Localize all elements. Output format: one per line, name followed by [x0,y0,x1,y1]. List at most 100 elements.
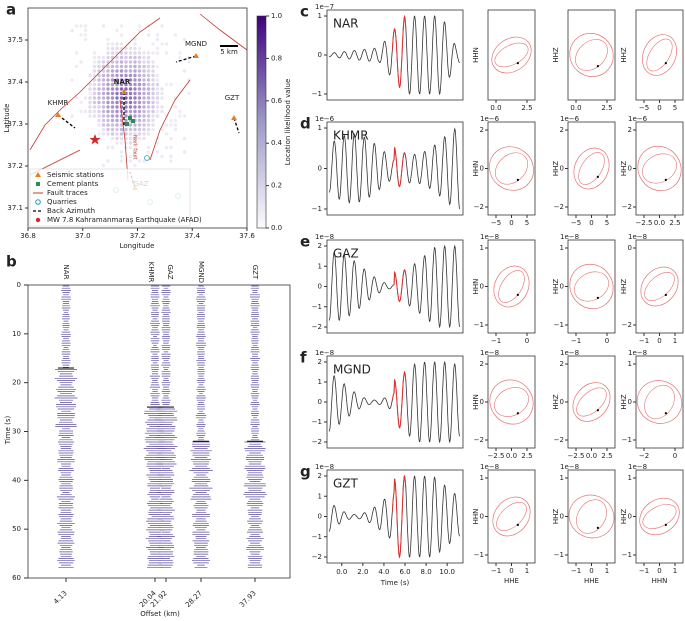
likelihood-cell [151,127,155,132]
likelihood-cell [142,127,146,132]
likelihood-cell [128,136,133,141]
likelihood-cell [178,109,182,114]
y-tick-label: 0 [480,398,484,406]
likelihood-cell [160,42,164,46]
x-tick-label: 0.0 [586,452,597,460]
x-tick-label: 28.27 [184,589,204,609]
colorbar-label: Location likelihood value [284,79,292,166]
y-tick-label: 0 [480,513,484,521]
waveform-highlight [391,14,407,89]
likelihood-cell [142,105,146,109]
likelihood-cell [83,28,88,33]
x-tick-label: 0 [657,104,661,112]
particle-frame [567,355,616,449]
likelihood-cell [133,73,137,78]
likelihood-cell [128,159,133,163]
y-tick-label: −1 [622,436,632,444]
likelihood-cell [160,24,164,28]
y-tick-label: 1 [318,262,322,270]
likelihood-cell [133,42,137,46]
station-label: MGND [197,261,205,283]
likelihood-cell [101,82,106,87]
panel-label: d [300,115,311,133]
scale-label: 1e−6 [560,115,580,123]
x-tick-label: 0 [673,452,677,460]
y-tick-label: 0 [318,283,322,291]
likelihood-cell [155,64,160,69]
likelihood-cell [124,46,128,51]
likelihood-cell [92,69,97,73]
likelihood-cell [124,109,128,114]
likelihood-cell [128,82,133,87]
likelihood-cell [133,141,137,145]
likelihood-cell [101,127,106,132]
likelihood-cell [97,55,101,60]
likelihood-cell [146,87,151,91]
particle-frame [635,239,684,334]
particle-end [516,62,519,65]
particle-frame [635,355,684,449]
x-axis-label: HHE [584,577,599,585]
cement-plant [131,119,135,123]
likelihood-cell [128,154,133,159]
particle-motion [572,382,611,422]
x-tick-label: 37.0 [75,232,91,240]
likelihood-cell [97,64,101,69]
likelihood-cell [137,24,142,28]
likelihood-cell [146,33,151,37]
likelihood-cell [97,114,101,118]
likelihood-cell [128,64,133,69]
x-axis-label: Time (s) [380,579,410,587]
likelihood-cell [137,91,142,96]
particle-motion [644,384,675,420]
likelihood-cell [110,109,115,114]
likelihood-cell [128,141,133,145]
particle-motion [640,266,679,307]
scale-label: 1e−8 [315,233,334,241]
likelihood-cell [142,69,146,73]
likelihood-cell [119,123,124,127]
station-name: GAZ [333,247,359,261]
likelihood-cell [83,33,88,37]
particle-motion [573,147,610,190]
likelihood-cell [106,132,110,136]
likelihood-cell [160,96,164,100]
x-tick-label: 0.0 [490,104,501,112]
likelihood-cell [137,87,142,91]
likelihood-cell [101,60,106,64]
x-tick-label: 37.6 [239,232,255,240]
y-tick-label: 0 [480,165,484,173]
likelihood-cell [137,114,142,118]
particle-motion [576,499,607,534]
likelihood-cell [124,64,128,69]
colorbar-tick-label: 0.6 [271,97,283,105]
station [193,53,199,58]
likelihood-cell [155,33,160,37]
likelihood-cell [101,109,106,114]
likelihood-cell [128,55,133,60]
likelihood-cell [178,55,182,60]
likelihood-cell [128,123,133,127]
likelihood-cell [142,87,146,91]
likelihood-cell [146,91,151,96]
likelihood-cell [151,96,155,100]
particle-motion [575,39,608,71]
likelihood-cell [92,51,97,55]
likelihood-cell [110,114,115,118]
particle-frame [635,9,684,101]
likelihood-cell [137,60,142,64]
likelihood-cell [137,69,142,73]
likelihood-cell [146,60,151,64]
y-tick-label: 0 [318,398,322,406]
likelihood-cell [133,136,137,141]
likelihood-cell [110,105,115,109]
likelihood-cell [137,105,142,109]
epicenter [89,134,101,145]
likelihood-cell [83,37,88,42]
y-tick-label: −2 [474,436,484,444]
likelihood-cell [97,123,101,127]
scale-label: 1e−6 [315,115,335,123]
likelihood-cell [70,28,74,33]
likelihood-cell [106,100,110,105]
